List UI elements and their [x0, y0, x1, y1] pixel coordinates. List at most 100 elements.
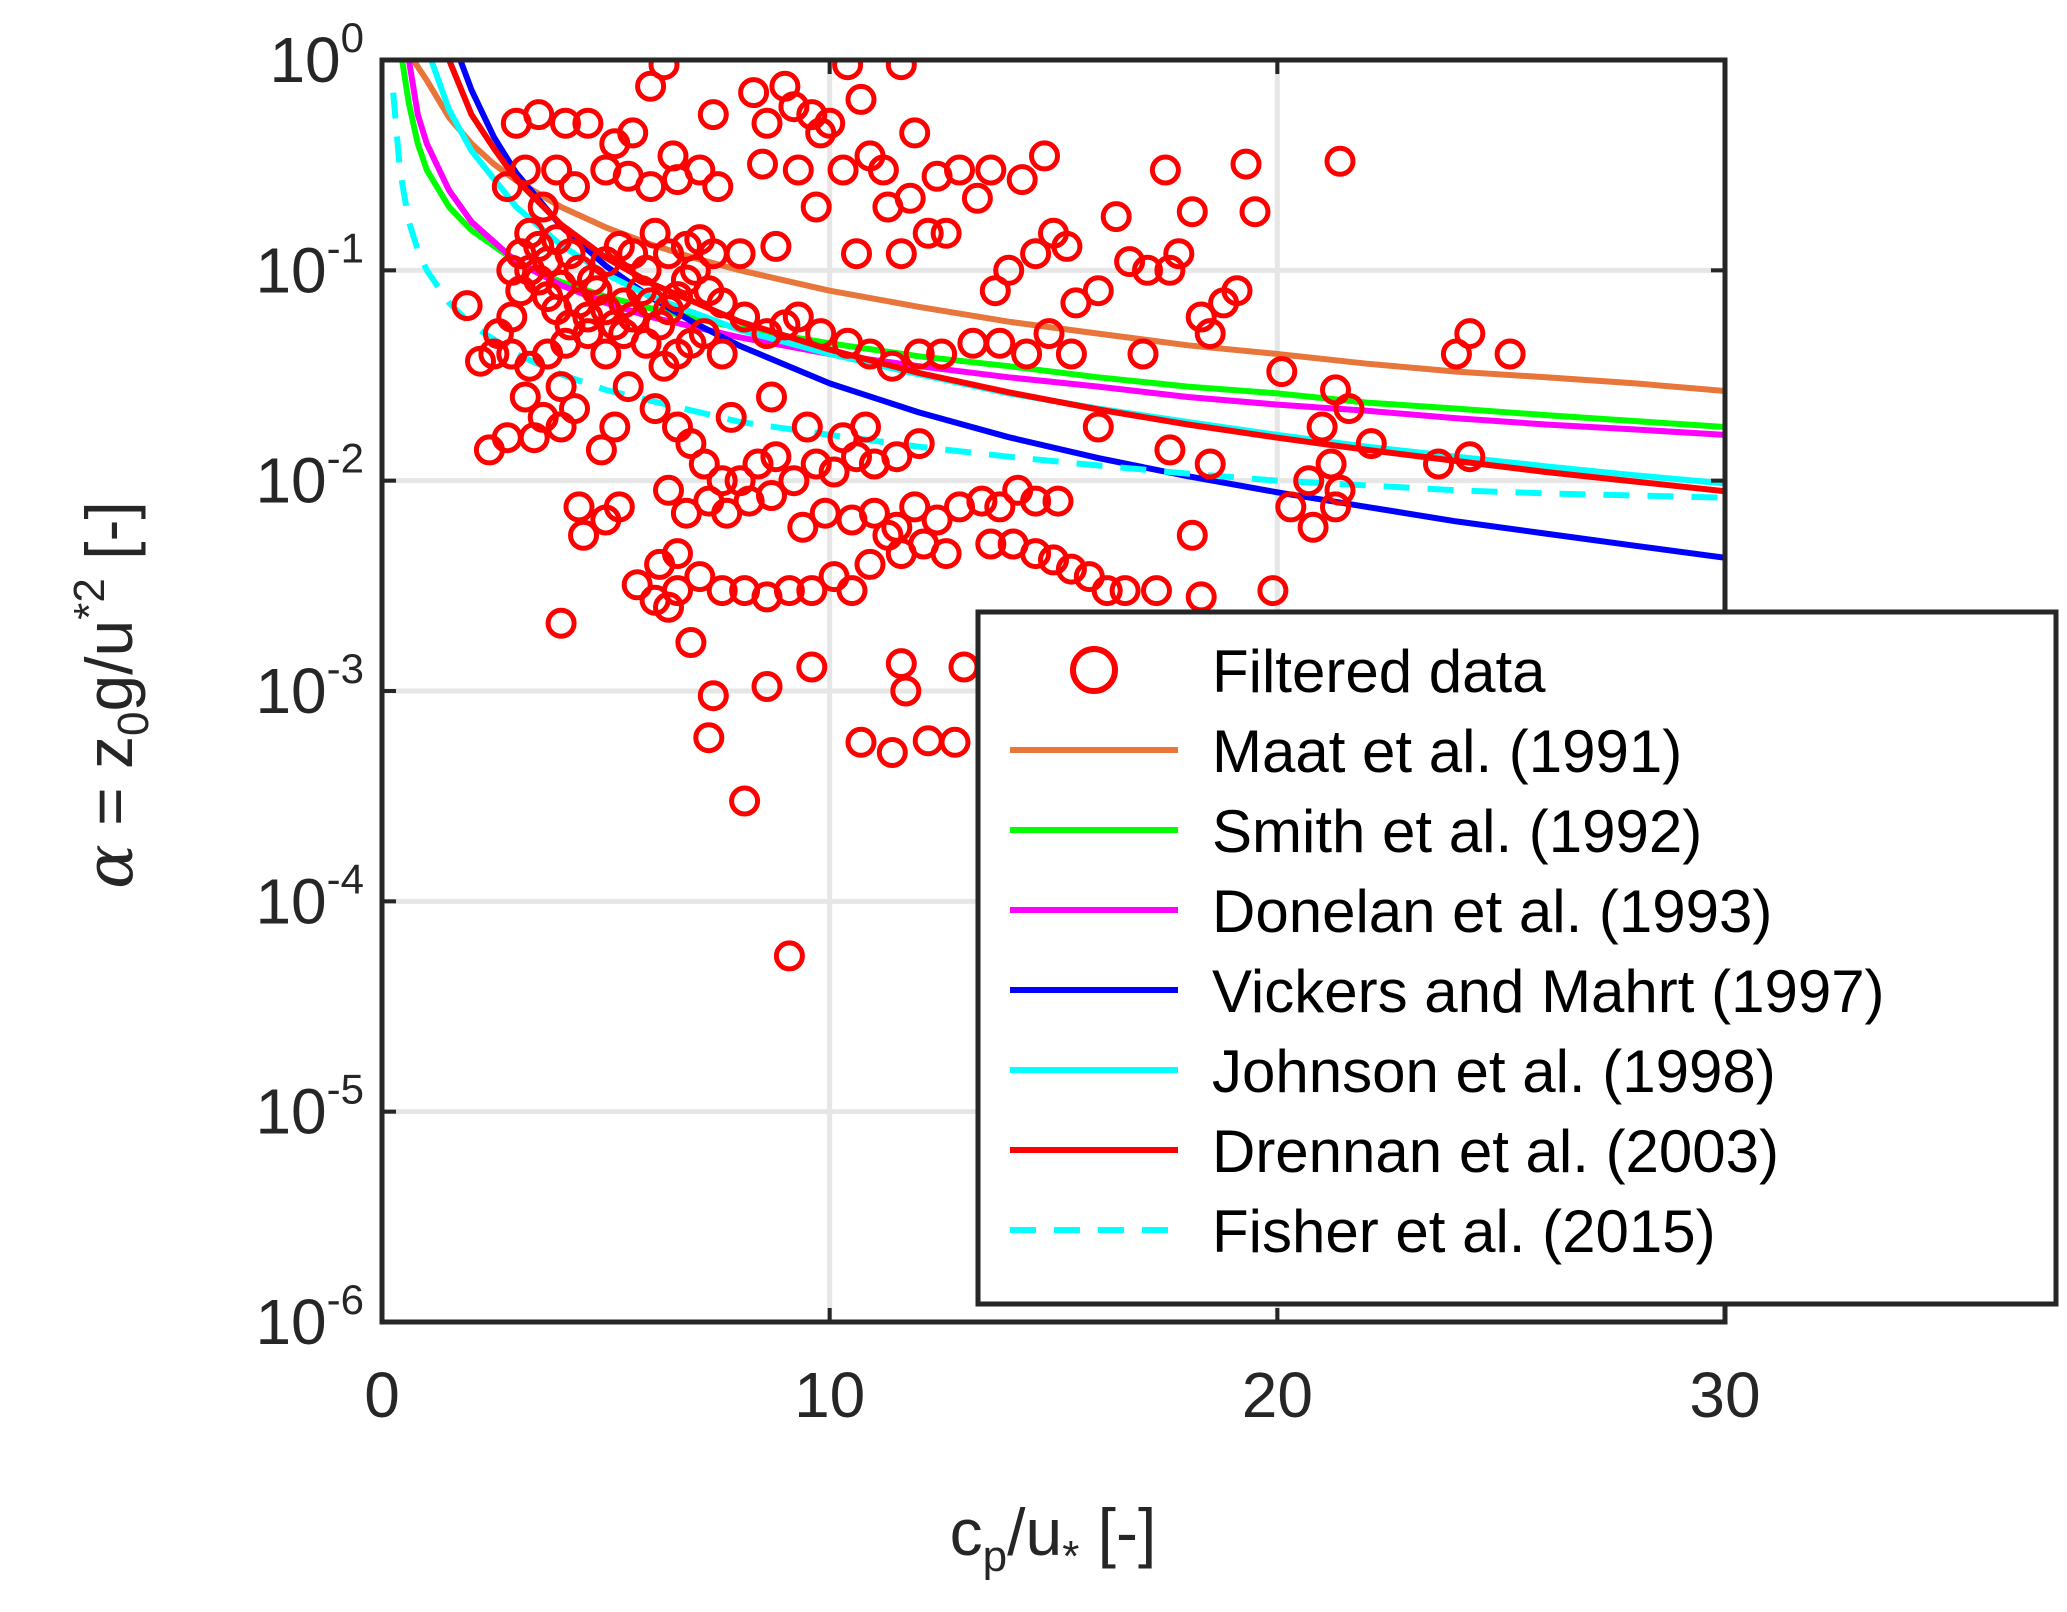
data-point	[756, 381, 787, 413]
data-point	[706, 575, 738, 607]
data-point	[1020, 485, 1052, 517]
data-point	[1333, 393, 1365, 425]
data-point	[747, 148, 778, 180]
data-point	[675, 627, 707, 658]
data-point	[738, 77, 770, 109]
data-point	[787, 511, 819, 543]
data-point	[612, 371, 644, 403]
data-point	[818, 561, 850, 593]
data-point	[1127, 338, 1159, 370]
data-point	[1306, 411, 1338, 443]
data-point	[608, 318, 640, 350]
data-point	[729, 785, 761, 817]
data-point	[957, 327, 989, 359]
data-point	[796, 575, 828, 607]
legend-label: Johnson et al. (1998)	[1212, 1038, 1776, 1105]
data-point	[697, 238, 729, 270]
data-point	[644, 548, 676, 580]
data-point	[845, 726, 877, 758]
legend-label: Vickers and Mahrt (1997)	[1212, 958, 1885, 1025]
data-point	[697, 99, 729, 131]
data-point	[662, 281, 693, 313]
data-point	[751, 107, 783, 139]
data-point	[944, 154, 975, 186]
data-point	[688, 448, 720, 480]
data-point	[697, 680, 729, 712]
legend-box	[975, 609, 2059, 1307]
data-point	[1100, 201, 1132, 233]
data-point	[1423, 448, 1454, 480]
y-tick-label: 10-3	[255, 645, 364, 727]
data-point	[796, 651, 828, 683]
data-point	[496, 301, 528, 333]
data-point	[885, 238, 917, 270]
data-point	[854, 548, 886, 580]
data-point	[827, 154, 859, 186]
data-point	[1275, 491, 1307, 523]
data-point	[881, 441, 913, 473]
data-point	[545, 371, 577, 403]
data-point	[1154, 434, 1186, 466]
data-point	[621, 569, 653, 601]
data-point	[1051, 230, 1083, 262]
data-point	[635, 171, 667, 203]
data-point	[648, 60, 680, 81]
data-point	[796, 99, 828, 131]
x-tick-label: 20	[1242, 1359, 1313, 1431]
data-point	[778, 91, 810, 123]
data-point	[885, 648, 917, 680]
legend-label: Maat et al. (1991)	[1212, 718, 1682, 785]
data-point	[751, 318, 783, 350]
data-point	[782, 154, 814, 186]
data-point	[885, 60, 917, 81]
y-tick-label: 10-2	[255, 435, 364, 517]
data-point	[1176, 519, 1208, 551]
data-point	[590, 294, 622, 326]
data-point	[518, 422, 550, 454]
data-point	[984, 491, 1016, 523]
series-line-7	[390, 92, 1725, 501]
data-point	[1082, 275, 1114, 307]
data-point	[1020, 538, 1052, 570]
data-point	[818, 456, 850, 488]
data-point	[630, 254, 662, 286]
data-point	[1006, 164, 1038, 196]
data-point	[814, 107, 846, 139]
data-point	[921, 504, 953, 536]
data-point	[1257, 575, 1289, 607]
data-point	[451, 290, 483, 322]
data-point	[653, 474, 684, 506]
data-point	[832, 327, 864, 359]
data-point	[841, 238, 872, 270]
data-point	[1194, 318, 1226, 350]
data-point	[1029, 140, 1060, 172]
data-point	[930, 217, 962, 249]
svg-text:α = z0g/u*2 [-]: α = z0g/u*2 [-]	[65, 501, 158, 889]
data-point	[653, 591, 684, 623]
data-point	[975, 154, 1007, 186]
data-point	[872, 519, 904, 551]
data-point	[1132, 254, 1163, 286]
series-line-1	[410, 60, 1725, 394]
y-tick-label: 10-4	[255, 855, 364, 937]
data-point	[729, 301, 761, 333]
y-tick-label: 100	[269, 14, 364, 96]
data-point	[961, 182, 993, 214]
data-point	[635, 70, 667, 102]
data-point	[832, 60, 864, 81]
data-point	[545, 411, 577, 443]
data-point	[1020, 238, 1052, 270]
y-axis-label: α = z0g/u*2 [-]	[65, 501, 158, 889]
data-point	[545, 269, 577, 301]
data-point	[742, 448, 774, 480]
data-point	[1324, 474, 1356, 506]
data-point	[1454, 441, 1486, 473]
data-point	[979, 275, 1011, 307]
data-point	[706, 338, 738, 370]
data-point	[729, 575, 761, 607]
data-point	[1163, 238, 1195, 270]
data-point	[1055, 553, 1087, 585]
data-point	[939, 726, 971, 758]
legend-marker-scatter	[1070, 646, 1118, 694]
